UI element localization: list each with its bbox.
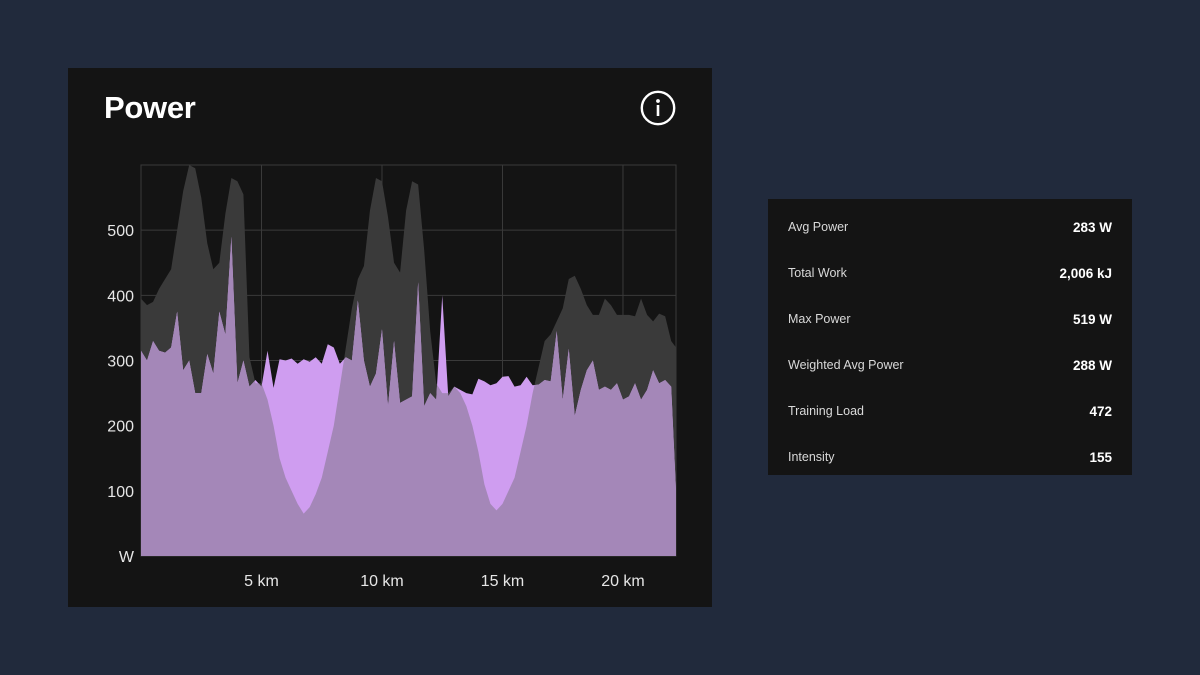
info-icon [640,90,676,126]
stat-label: Weighted Avg Power [788,358,904,372]
stats-panel: Avg Power 283 W Total Work 2,006 kJ Max Powe… [768,199,1132,475]
stat-label: Avg Power [788,220,849,234]
stat-row: Max Power 519 W [788,309,1112,329]
card-title: Power [104,90,196,125]
y-tick-label: 300 [107,354,134,371]
x-tick-label: 15 km [481,573,525,590]
y-tick-label: 400 [107,288,134,305]
stat-row: Intensity 155 [788,447,1112,467]
x-axis: 5 km 10 km 15 km 20 km [244,573,645,590]
stat-label: Intensity [788,450,835,464]
power-chart: 100 200 300 400 500 W 5 km 10 km 15 km 20 km [107,164,677,590]
stat-value: 288 W [1072,357,1112,373]
y-tick-label: 500 [107,223,134,240]
stat-label: Training Load [788,404,864,418]
stat-value: 155 [1089,449,1112,465]
x-tick-label: 10 km [360,573,404,590]
y-axis-unit-label: W [119,549,135,566]
stat-value: 283 W [1072,219,1112,235]
stat-row: Avg Power 283 W [788,217,1112,237]
stat-value: 2,006 kJ [1059,265,1112,281]
stat-label: Total Work [788,266,847,280]
y-axis: 100 200 300 400 500 W [107,223,135,566]
series-area-overlap [141,236,676,556]
y-tick-label: 100 [107,484,134,501]
info-button[interactable] [640,90,676,126]
stat-label: Max Power [788,312,851,326]
stat-value: 472 [1089,403,1112,419]
stat-row: Total Work 2,006 kJ [788,263,1112,283]
stat-value: 519 W [1072,311,1112,327]
x-tick-label: 5 km [244,573,279,590]
stat-row: Weighted Avg Power 288 W [788,355,1112,375]
chart-areas [141,165,676,556]
y-tick-label: 200 [107,419,134,436]
x-tick-label: 20 km [601,573,645,590]
power-card: Power 100 200 300 400 500 W 5 km 10 km 15 km 20 … [68,68,712,607]
stat-row: Training Load 472 [788,401,1112,421]
